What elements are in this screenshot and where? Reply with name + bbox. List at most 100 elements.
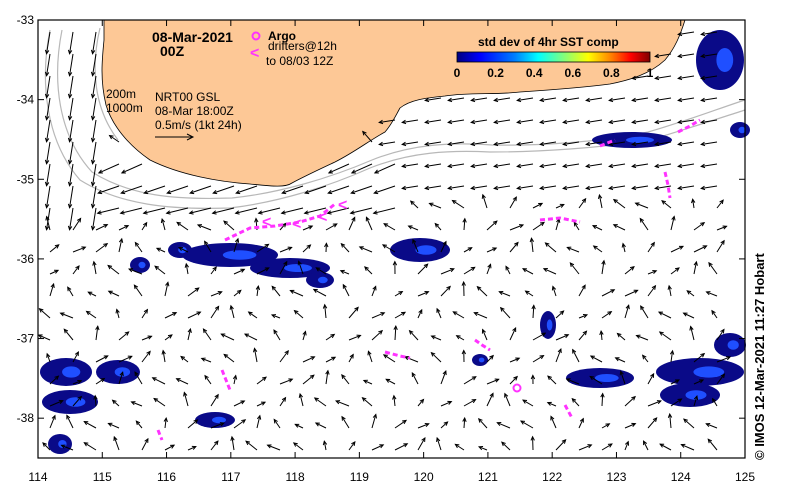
current-arrow — [616, 332, 626, 341]
current-arrow — [654, 119, 672, 125]
current-arrow — [631, 185, 649, 191]
current-arrow — [385, 378, 396, 385]
current-arrow — [67, 53, 74, 77]
current-arrow — [693, 352, 706, 363]
lon-tick-label: 120 — [414, 470, 434, 484]
sst-patch — [58, 440, 67, 448]
current-arrow — [667, 284, 672, 297]
sst-patch — [738, 126, 746, 134]
argo-float-icon — [512, 383, 522, 393]
current-arrow — [164, 312, 178, 319]
current-arrow — [85, 310, 97, 319]
current-arrow — [539, 163, 557, 169]
current-arrow — [279, 246, 293, 253]
current-arrow — [417, 422, 430, 429]
sst-patch — [685, 390, 707, 400]
current-arrow — [302, 330, 307, 341]
current-arrow — [516, 97, 534, 103]
current-arrow — [682, 312, 695, 319]
current-arrow — [417, 398, 425, 407]
current-arrow — [454, 443, 465, 451]
current-arrow — [67, 75, 74, 99]
current-arrow — [49, 414, 56, 429]
current-arrow — [212, 185, 235, 195]
argo-legend: Argo — [251, 29, 296, 43]
current-arrow — [639, 217, 649, 231]
current-arrow — [498, 290, 511, 297]
current-arrow — [624, 289, 639, 297]
current-arrow — [680, 443, 695, 451]
current-arrow — [716, 239, 725, 253]
current-arrow — [113, 435, 120, 451]
current-arrow — [247, 311, 258, 319]
product-valid-time: 08-Mar 18:00Z — [155, 104, 234, 118]
current-arrow — [470, 97, 488, 103]
current-arrow — [700, 185, 718, 191]
current-arrow — [271, 285, 281, 297]
current-arrow — [693, 260, 698, 275]
drifter-marker-icon: < — [318, 209, 327, 226]
current-arrow — [335, 400, 350, 407]
current-arrow — [279, 349, 289, 363]
current-arrow — [670, 215, 676, 231]
current-arrow — [143, 185, 166, 195]
current-arrow — [325, 369, 330, 385]
current-arrow — [566, 246, 580, 253]
current-arrow — [569, 262, 580, 275]
current-arrow — [44, 75, 51, 99]
current-arrow — [371, 413, 377, 429]
current-arrow — [365, 216, 373, 231]
current-arrow — [183, 391, 189, 407]
map-time: 00Z — [160, 43, 185, 59]
current-arrow — [686, 290, 695, 297]
current-arrow — [434, 222, 442, 231]
lat-tick-label: -36 — [17, 252, 35, 266]
current-arrow — [95, 377, 106, 385]
current-arrow — [493, 141, 511, 147]
current-arrow — [530, 435, 535, 451]
current-arrow — [90, 185, 97, 209]
current-arrow — [550, 415, 557, 429]
current-arrow — [461, 349, 467, 363]
current-arrow — [624, 395, 636, 407]
current-arrow — [394, 419, 408, 429]
plot-frame — [37, 19, 746, 459]
current-arrow — [447, 185, 465, 191]
drifter-marker-icon: < — [292, 216, 301, 233]
current-arrow — [447, 97, 465, 103]
current-arrow — [392, 394, 397, 407]
current-arrow — [411, 371, 419, 385]
current-vectors — [37, 31, 732, 451]
current-arrow — [161, 349, 166, 363]
current-arrow — [42, 442, 51, 451]
current-arrow — [141, 308, 149, 319]
current-arrow — [463, 266, 476, 275]
current-arrow — [601, 289, 616, 297]
current-arrow — [430, 335, 442, 341]
current-arrow — [44, 163, 51, 187]
contour-label-1000m: 1000m — [106, 101, 143, 115]
current-arrow — [693, 245, 708, 253]
current-arrow — [90, 163, 97, 187]
drifter-track — [474, 338, 491, 352]
sst-patch — [284, 264, 312, 272]
lon-tick-label: 125 — [735, 470, 755, 484]
current-arrow — [551, 285, 557, 297]
current-arrow — [362, 130, 373, 143]
colorbar-tick-labels: 0 0.2 0.4 0.6 0.8 1 — [454, 66, 654, 80]
current-arrow — [83, 442, 97, 451]
current-arrow — [578, 197, 587, 209]
current-arrow — [67, 97, 74, 121]
current-arrow — [72, 395, 83, 407]
current-arrow — [647, 417, 658, 429]
current-arrow — [401, 185, 419, 191]
current-arrow — [297, 260, 304, 275]
current-arrow — [661, 200, 672, 209]
current-arrow — [463, 247, 473, 253]
current-arrow — [452, 311, 465, 319]
current-arrow — [256, 267, 270, 275]
current-arrow — [134, 371, 143, 385]
current-arrow — [621, 242, 626, 253]
current-arrow — [164, 334, 173, 341]
current-arrow — [204, 240, 212, 253]
